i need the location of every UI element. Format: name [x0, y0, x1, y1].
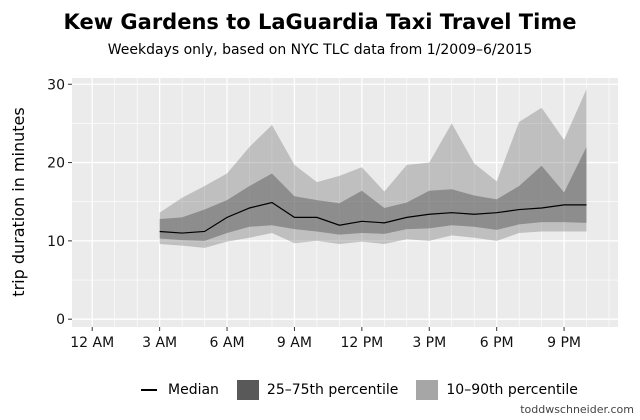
- grid-lines: [72, 78, 618, 327]
- chart-subtitle: Weekdays only, based on NYC TLC data fro…: [107, 42, 533, 58]
- percentile-bands: [159, 88, 587, 248]
- plot-background: [72, 78, 618, 327]
- x-tick-label: 3 PM: [412, 335, 446, 351]
- y-axis: 0 10 20 30: [47, 77, 72, 328]
- x-tick-label: 9 PM: [547, 335, 581, 351]
- median-line: [159, 201, 587, 234]
- band-10-90: [159, 88, 587, 248]
- x-tick-label: 3 AM: [142, 335, 177, 351]
- x-tick-label: 12 PM: [340, 335, 383, 351]
- legend-outer-swatch: [416, 380, 439, 400]
- credit-text: toddwschneider.com: [520, 403, 634, 416]
- x-axis: 12 AM 3 AM 6 AM 9 AM 12 PM 3 PM 6 PM 9 PM: [70, 327, 581, 351]
- y-axis-label: trip duration in minutes: [9, 107, 28, 296]
- legend-median-swatch: [138, 380, 160, 400]
- legend-iqr-label: 25–75th percentile: [266, 382, 399, 398]
- y-tick-label: 30: [47, 77, 65, 93]
- x-tick-label: 12 AM: [70, 335, 114, 351]
- legend: Median 25–75th percentile 10–90th percen…: [138, 380, 596, 400]
- median-line-group: [159, 201, 587, 234]
- x-tick-label: 6 PM: [480, 335, 514, 351]
- y-tick-label: 0: [56, 312, 65, 328]
- x-tick-label: 9 AM: [277, 335, 312, 351]
- legend-outer-label: 10–90th percentile: [446, 382, 578, 398]
- legend-item-iqr: 25–75th percentile: [236, 380, 399, 400]
- chart-title: Kew Gardens to LaGuardia Taxi Travel Tim…: [63, 10, 577, 34]
- legend-item-median: Median: [138, 380, 219, 400]
- y-tick-label: 20: [47, 156, 65, 172]
- legend-iqr-swatch: [236, 380, 259, 400]
- y-tick-label: 10: [47, 234, 65, 250]
- band-25-75: [159, 146, 587, 241]
- legend-item-outer: 10–90th percentile: [416, 380, 578, 400]
- legend-median-label: Median: [168, 382, 219, 398]
- x-tick-label: 6 AM: [210, 335, 245, 351]
